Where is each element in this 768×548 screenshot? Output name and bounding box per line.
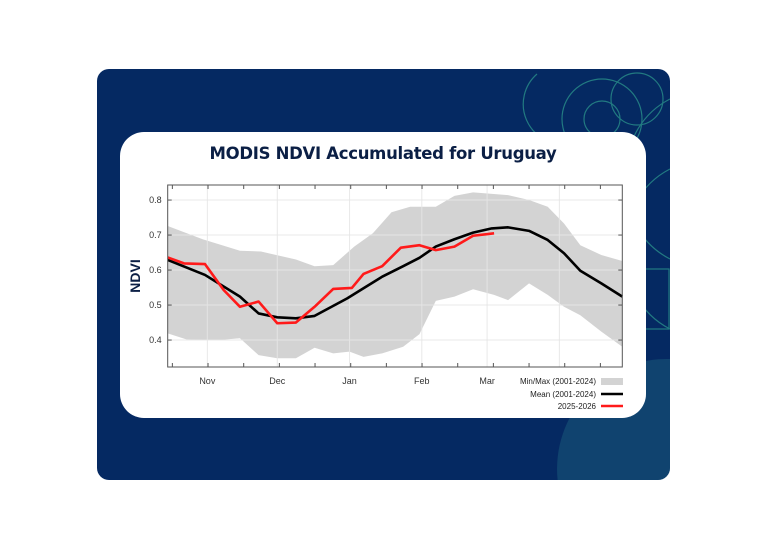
legend-label-current: 2025-2026: [558, 402, 597, 411]
y-tick-label: 0.8: [149, 195, 162, 205]
legend-label-mean: Mean (2001-2024): [530, 390, 596, 399]
y-tick-label: 0.4: [149, 335, 162, 345]
chart-title: MODIS NDVI Accumulated for Uruguay: [209, 144, 557, 163]
plot-frame: [167, 184, 623, 368]
legend-swatch-minmax: [601, 378, 623, 385]
chart-card: MODIS NDVI Accumulated for Uruguay 0.4 0.…: [120, 132, 646, 418]
x-tick-label: Mar: [479, 376, 495, 386]
x-tick-label: Jan: [342, 376, 357, 386]
current-season-line: [167, 232, 495, 325]
y-axis-label: NDVI: [127, 259, 143, 292]
legend-label-minmax: Min/Max (2001-2024): [520, 377, 596, 386]
x-tick-label: Dec: [269, 376, 286, 386]
ndvi-chart: 0.4 0.5 0.6 0.7 0.8 Nov Dec Jan Feb Mar NDVI Min/Ma…: [127, 184, 623, 411]
y-tick-label: 0.5: [149, 300, 162, 310]
minmax-band: [167, 192, 623, 359]
x-tick-label: Feb: [414, 376, 430, 386]
y-tick-label: 0.7: [149, 230, 162, 240]
y-tick-label: 0.6: [149, 265, 162, 275]
x-tick-label: Nov: [199, 376, 216, 386]
